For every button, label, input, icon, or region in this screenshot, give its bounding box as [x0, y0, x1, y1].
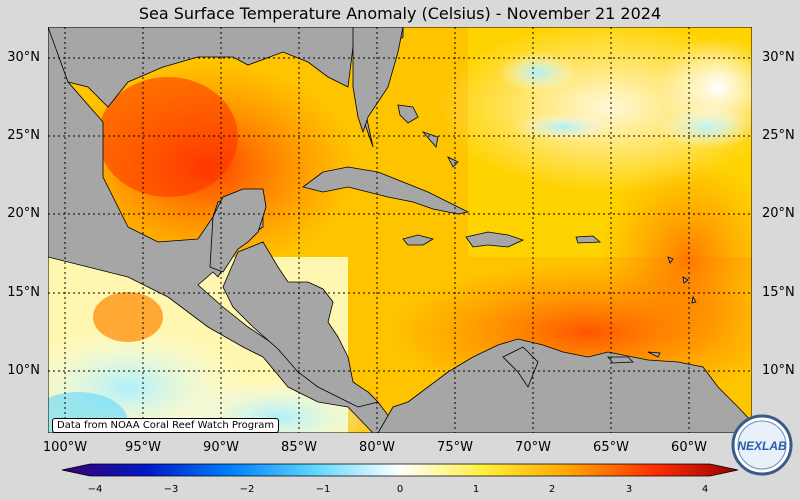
land-florida	[352, 27, 404, 134]
lon-label-100w: 100°W	[42, 440, 88, 455]
atlantic-cool-2	[513, 113, 613, 141]
lon-label-75w: 75°W	[437, 440, 473, 455]
lon-label-95w: 95°W	[125, 440, 161, 455]
lat-label-right-25n: 25°N	[762, 128, 795, 143]
graticule	[48, 27, 752, 433]
lon-label-60w: 60°W	[671, 440, 707, 455]
land-south-america	[377, 338, 752, 433]
land-cuba	[302, 166, 470, 215]
colorbar-scale	[61, 463, 739, 477]
gulf-anomaly-core	[98, 77, 238, 197]
land-yucatan	[209, 188, 267, 273]
colorbar	[61, 463, 739, 477]
lon-label-70w: 70°W	[515, 440, 551, 455]
lon-label-80w: 80°W	[359, 440, 395, 455]
land-venezuela-gulf	[502, 346, 539, 388]
atlantic-white-ne	[658, 37, 752, 137]
map-title: Sea Surface Temperature Anomaly (Celsius…	[138, 4, 662, 23]
land-small-islands	[607, 256, 697, 364]
lat-label-left-30n: 30°N	[7, 50, 40, 65]
east-anomaly	[598, 157, 752, 357]
lon-label-65w: 65°W	[593, 440, 629, 455]
colorbar-tick: 4	[701, 484, 709, 495]
lat-label-right-10n: 10°N	[762, 363, 795, 378]
nexlab-logo: NEXLAB	[731, 414, 793, 476]
land-puerto-rico	[575, 235, 602, 244]
data-credit: Data from NOAA Coral Reef Watch Program	[52, 418, 280, 433]
atlantic-cool-1	[498, 52, 578, 92]
lon-label-85w: 85°W	[281, 440, 317, 455]
colorbar-tick: −4	[87, 484, 103, 495]
sst-anomaly-map	[48, 27, 752, 433]
lat-label-right-15n: 15°N	[762, 285, 795, 300]
colorbar-tick: 2	[548, 484, 556, 495]
colorbar-tick: 0	[396, 484, 404, 495]
colorbar-tick: 1	[472, 484, 480, 495]
lat-label-left-10n: 10°N	[7, 363, 40, 378]
lat-label-left-15n: 15°N	[7, 285, 40, 300]
lat-label-right-30n: 30°N	[762, 50, 795, 65]
lat-label-left-25n: 25°N	[7, 128, 40, 143]
lat-label-right-20n: 20°N	[762, 206, 795, 221]
logo-text: NEXLAB	[737, 439, 787, 453]
lon-label-90w: 90°W	[203, 440, 239, 455]
pacific-warm-spot	[93, 292, 163, 342]
colorbar-tick: −2	[239, 484, 255, 495]
land-hispaniola	[465, 231, 525, 248]
land-jamaica	[402, 234, 435, 246]
colorbar-tick: 3	[625, 484, 633, 495]
colorbar-tick: −1	[315, 484, 331, 495]
lat-label-left-20n: 20°N	[7, 206, 40, 221]
land-central-america-east	[222, 241, 379, 408]
colorbar-tick: −3	[163, 484, 179, 495]
